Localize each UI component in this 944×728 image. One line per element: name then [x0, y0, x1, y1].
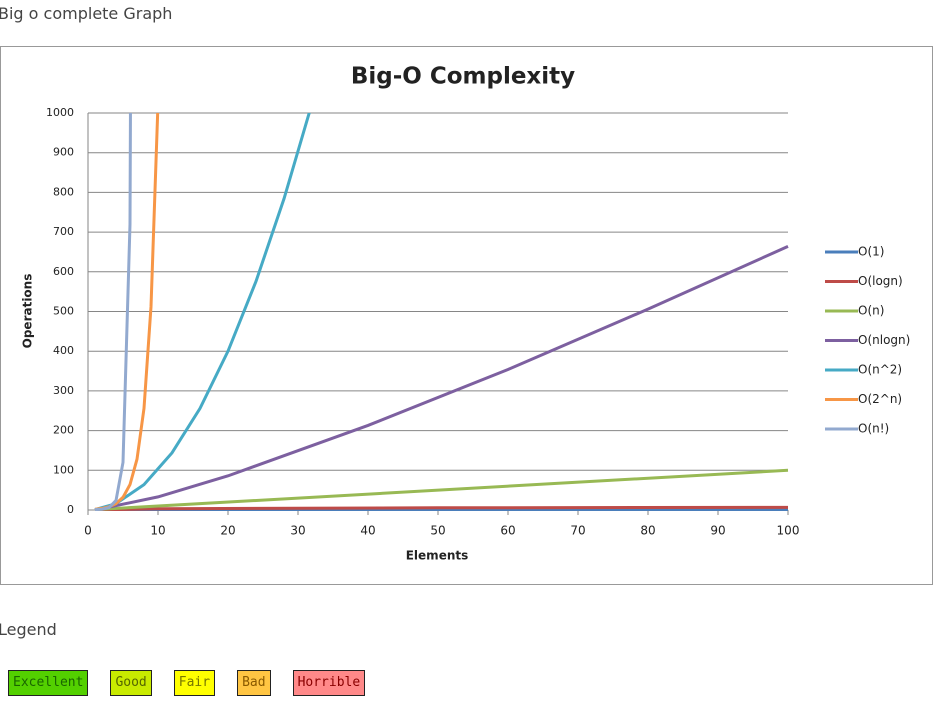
y-tick-label: 900	[53, 146, 74, 159]
x-tick-label: 90	[710, 524, 725, 538]
x-tick-label: 100	[777, 524, 800, 538]
legend-label: O(logn)	[858, 274, 903, 288]
legend-label: O(2^n)	[858, 392, 902, 406]
x-tick-label: 10	[150, 524, 165, 538]
y-tick-label: 200	[53, 424, 74, 437]
complexity-badge: Excellent	[8, 670, 89, 696]
page-heading: Big o complete Graph	[0, 4, 173, 23]
complexity-badge: Fair	[173, 670, 216, 696]
y-tick-label: 500	[53, 305, 74, 318]
chart-frame	[0, 46, 933, 585]
series-line	[94, 245, 789, 511]
x-tick-label: 20	[220, 524, 235, 538]
chart-title: Big-O Complexity	[351, 64, 575, 90]
legend-label: O(n)	[858, 304, 884, 318]
x-tick-label: 30	[290, 524, 305, 538]
chart: Big-O Complexity Elements Operations 0 10…	[0, 46, 933, 585]
x-tick-label: 40	[360, 524, 375, 538]
series-line	[94, 113, 311, 511]
x-tick-label: 60	[500, 524, 515, 538]
y-tick-label: 600	[53, 265, 74, 278]
series-line	[94, 505, 789, 511]
y-tick-label: 400	[53, 344, 74, 357]
x-tick-label: 0	[84, 524, 92, 538]
y-tick-label: 300	[53, 384, 74, 397]
y-tick-label: 0	[67, 503, 74, 516]
series-line	[94, 468, 789, 511]
badge-row: Excellent Good Fair Bad Horrible	[8, 670, 387, 696]
y-tick-label: 800	[53, 185, 74, 198]
y-tick-label: 700	[53, 225, 74, 238]
complexity-badge: Bad	[237, 670, 271, 696]
legend-label: O(1)	[858, 245, 884, 259]
x-axis-label: Elements	[406, 549, 469, 563]
legend-label: O(n^2)	[858, 363, 902, 377]
series-line	[94, 113, 132, 511]
complexity-badge: Good	[110, 670, 152, 696]
complexity-badge: Horrible	[292, 670, 366, 696]
x-tick-label: 80	[640, 524, 655, 538]
x-tick-label: 70	[570, 524, 585, 538]
legend-label: O(n!)	[858, 422, 889, 436]
y-axis-label: Operations	[21, 274, 35, 349]
x-tick-label: 50	[430, 524, 445, 538]
legend-label: O(nlogn)	[858, 333, 910, 347]
plot-lines	[94, 113, 789, 511]
y-tick-label: 1000	[46, 106, 74, 119]
legend-heading: Legend	[0, 620, 57, 639]
y-tick-label: 100	[53, 463, 74, 476]
